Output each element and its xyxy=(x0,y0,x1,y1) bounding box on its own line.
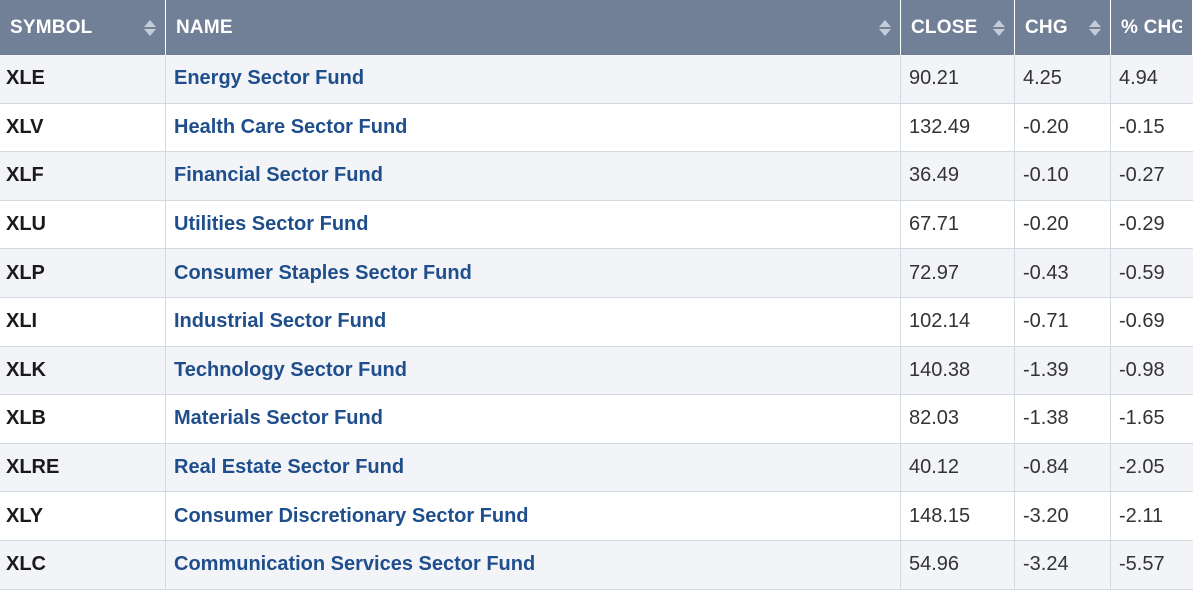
cell-name-link[interactable]: Communication Services Sector Fund xyxy=(166,540,901,590)
column-header-close[interactable]: CLOSE xyxy=(901,0,1015,55)
column-header-pct-chg[interactable]: % CHG xyxy=(1111,0,1193,55)
cell-pct-chg: -5.57 xyxy=(1111,540,1193,590)
cell-name-link[interactable]: Financial Sector Fund xyxy=(166,152,901,201)
sort-arrows-icon[interactable] xyxy=(993,19,1005,37)
cell-pct-chg: -1.65 xyxy=(1111,395,1193,444)
cell-close: 82.03 xyxy=(901,395,1015,444)
cell-close: 132.49 xyxy=(901,103,1015,153)
cell-name-link[interactable]: Industrial Sector Fund xyxy=(166,297,901,347)
cell-chg: 4.25 xyxy=(1015,55,1111,104)
sort-arrows-icon[interactable] xyxy=(879,19,891,37)
cell-chg: -0.20 xyxy=(1015,200,1111,250)
cell-pct-chg: 4.94 xyxy=(1111,55,1193,104)
cell-symbol: XLC xyxy=(0,540,166,590)
cell-pct-chg: -2.11 xyxy=(1111,492,1193,541)
cell-symbol: XLY xyxy=(0,492,166,541)
cell-close: 148.15 xyxy=(901,492,1015,541)
cell-chg: -0.10 xyxy=(1015,152,1111,201)
cell-name-link[interactable]: Consumer Staples Sector Fund xyxy=(166,249,901,298)
cell-symbol: XLU xyxy=(0,200,166,250)
cell-name-link[interactable]: Utilities Sector Fund xyxy=(166,200,901,250)
cell-pct-chg: -2.05 xyxy=(1111,443,1193,493)
cell-chg: -0.71 xyxy=(1015,297,1111,347)
cell-chg: -1.39 xyxy=(1015,346,1111,396)
cell-symbol: XLRE xyxy=(0,443,166,493)
cell-close: 102.14 xyxy=(901,297,1015,347)
cell-close: 36.49 xyxy=(901,152,1015,201)
cell-symbol: XLK xyxy=(0,346,166,396)
cell-name-link[interactable]: Real Estate Sector Fund xyxy=(166,443,901,493)
column-header-label: CLOSE xyxy=(911,16,978,38)
cell-symbol: XLP xyxy=(0,249,166,298)
cell-symbol: XLV xyxy=(0,103,166,153)
cell-chg: -0.84 xyxy=(1015,443,1111,493)
cell-name-link[interactable]: Consumer Discretionary Sector Fund xyxy=(166,492,901,541)
cell-name-link[interactable]: Technology Sector Fund xyxy=(166,346,901,396)
cell-close: 140.38 xyxy=(901,346,1015,396)
cell-close: 54.96 xyxy=(901,540,1015,590)
column-header-name[interactable]: NAME xyxy=(166,0,901,55)
column-header-label: SYMBOL xyxy=(10,16,93,38)
cell-close: 40.12 xyxy=(901,443,1015,493)
column-header-label: CHG xyxy=(1025,16,1068,38)
cell-pct-chg: -0.69 xyxy=(1111,297,1193,347)
cell-chg: -3.24 xyxy=(1015,540,1111,590)
cell-symbol: XLB xyxy=(0,395,166,444)
cell-close: 72.97 xyxy=(901,249,1015,298)
cell-chg: -1.38 xyxy=(1015,395,1111,444)
sort-arrows-icon[interactable] xyxy=(1089,19,1101,37)
cell-name-link[interactable]: Materials Sector Fund xyxy=(166,395,901,444)
cell-symbol: XLF xyxy=(0,152,166,201)
cell-symbol: XLI xyxy=(0,297,166,347)
cell-name-link[interactable]: Energy Sector Fund xyxy=(166,55,901,104)
cell-name-link[interactable]: Health Care Sector Fund xyxy=(166,103,901,153)
cell-chg: -0.43 xyxy=(1015,249,1111,298)
cell-symbol: XLE xyxy=(0,55,166,104)
cell-pct-chg: -0.27 xyxy=(1111,152,1193,201)
column-header-label: NAME xyxy=(176,16,233,38)
column-header-label: % CHG xyxy=(1121,16,1182,38)
cell-pct-chg: -0.59 xyxy=(1111,249,1193,298)
column-header-chg[interactable]: CHG xyxy=(1015,0,1111,55)
cell-pct-chg: -0.98 xyxy=(1111,346,1193,396)
cell-chg: -0.20 xyxy=(1015,103,1111,153)
cell-pct-chg: -0.15 xyxy=(1111,103,1193,153)
cell-close: 67.71 xyxy=(901,200,1015,250)
cell-close: 90.21 xyxy=(901,55,1015,104)
sort-arrows-icon[interactable] xyxy=(144,19,156,37)
cell-pct-chg: -0.29 xyxy=(1111,200,1193,250)
column-header-symbol[interactable]: SYMBOL xyxy=(0,0,166,55)
cell-chg: -3.20 xyxy=(1015,492,1111,541)
